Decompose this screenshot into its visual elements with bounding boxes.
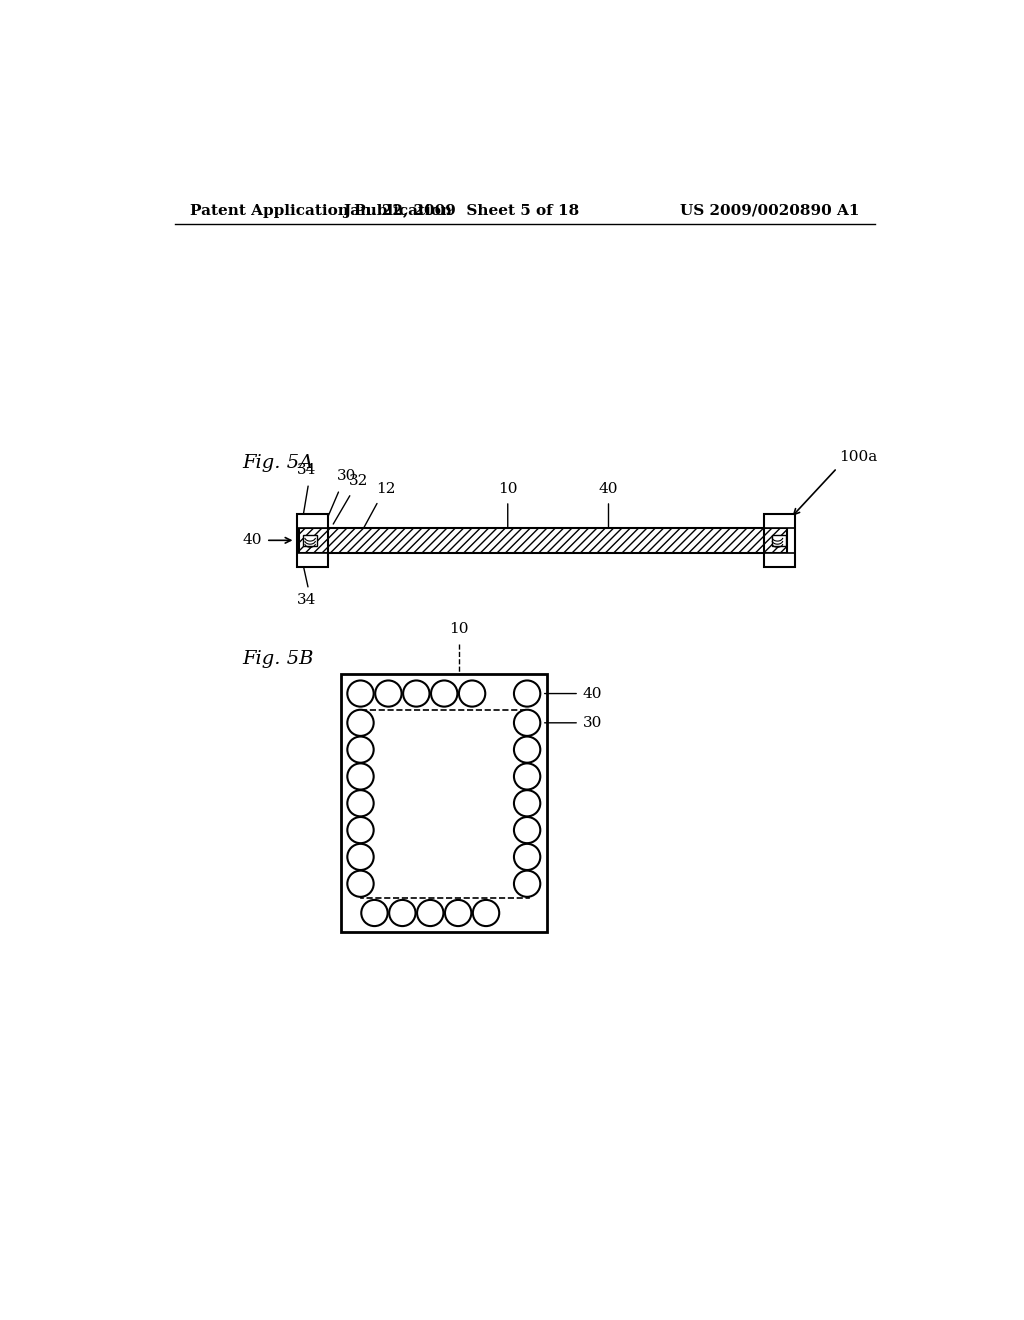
Text: 34: 34 xyxy=(297,463,316,478)
Text: 40: 40 xyxy=(583,686,602,701)
Text: Fig. 5A: Fig. 5A xyxy=(243,454,314,471)
Text: 34: 34 xyxy=(297,594,316,607)
Circle shape xyxy=(347,737,374,763)
Circle shape xyxy=(347,710,374,737)
Bar xyxy=(764,515,795,528)
Circle shape xyxy=(347,871,374,896)
Circle shape xyxy=(347,843,374,870)
Text: 10: 10 xyxy=(498,482,517,496)
Bar xyxy=(297,515,328,528)
Circle shape xyxy=(514,737,541,763)
Bar xyxy=(772,535,786,545)
Circle shape xyxy=(347,681,374,706)
Circle shape xyxy=(514,791,541,816)
Bar xyxy=(303,535,317,545)
Circle shape xyxy=(514,710,541,737)
Text: 32: 32 xyxy=(349,474,369,488)
Circle shape xyxy=(347,763,374,789)
Circle shape xyxy=(459,681,485,706)
Text: 30: 30 xyxy=(583,715,602,730)
Text: 30: 30 xyxy=(337,470,356,483)
Text: US 2009/0020890 A1: US 2009/0020890 A1 xyxy=(680,203,859,218)
Circle shape xyxy=(361,900,388,927)
Circle shape xyxy=(514,681,541,706)
Text: Patent Application Publication: Patent Application Publication xyxy=(190,203,452,218)
Bar xyxy=(299,528,786,553)
Text: 12: 12 xyxy=(376,482,395,496)
Circle shape xyxy=(417,900,443,927)
Bar xyxy=(764,515,795,566)
Circle shape xyxy=(473,900,500,927)
Circle shape xyxy=(445,900,471,927)
Text: Fig. 5B: Fig. 5B xyxy=(243,649,314,668)
Circle shape xyxy=(514,817,541,843)
Bar xyxy=(297,515,328,566)
Bar xyxy=(360,710,529,898)
Circle shape xyxy=(514,871,541,896)
Circle shape xyxy=(431,681,458,706)
Text: 40: 40 xyxy=(599,482,618,496)
Bar xyxy=(341,675,547,932)
Text: 40: 40 xyxy=(243,533,262,548)
Circle shape xyxy=(403,681,429,706)
Circle shape xyxy=(514,843,541,870)
Bar xyxy=(299,528,786,553)
Bar xyxy=(297,553,328,566)
Text: 100a: 100a xyxy=(840,450,878,465)
Text: Jan. 22, 2009  Sheet 5 of 18: Jan. 22, 2009 Sheet 5 of 18 xyxy=(343,203,580,218)
Text: 10: 10 xyxy=(450,622,469,636)
Circle shape xyxy=(375,681,401,706)
Circle shape xyxy=(389,900,416,927)
Bar xyxy=(764,553,795,566)
Circle shape xyxy=(347,791,374,816)
Circle shape xyxy=(347,817,374,843)
Circle shape xyxy=(514,763,541,789)
